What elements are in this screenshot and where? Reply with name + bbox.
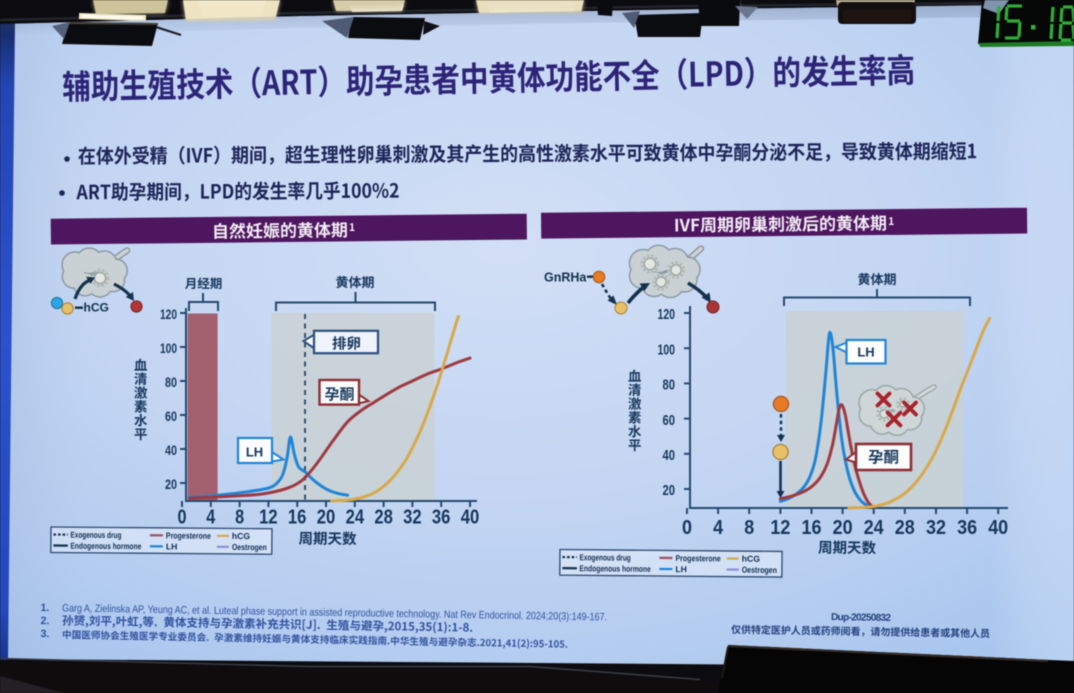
svg-text:1.: 1. <box>40 602 49 614</box>
svg-text:16: 16 <box>288 507 307 529</box>
svg-text:LH: LH <box>857 345 874 360</box>
svg-text:hCG: hCG <box>84 301 109 315</box>
svg-text:40: 40 <box>165 442 177 458</box>
svg-text:32: 32 <box>926 516 946 539</box>
svg-text:16: 16 <box>802 516 822 539</box>
svg-text:20: 20 <box>663 483 676 499</box>
svg-text:32: 32 <box>403 507 422 529</box>
svg-text:12: 12 <box>259 507 278 529</box>
svg-text:80: 80 <box>663 378 676 394</box>
svg-text:24: 24 <box>346 507 365 529</box>
svg-text:36: 36 <box>957 516 977 539</box>
svg-text:24: 24 <box>864 516 885 539</box>
svg-text:Oestrogen: Oestrogen <box>232 542 267 552</box>
svg-text:60: 60 <box>165 408 177 424</box>
svg-text:20: 20 <box>833 516 853 539</box>
svg-text:80: 80 <box>165 374 177 390</box>
svg-text:Endogenous hormone: Endogenous hormone <box>579 563 651 574</box>
svg-text:100: 100 <box>658 342 676 358</box>
svg-text:20: 20 <box>317 507 336 529</box>
svg-text:LH: LH <box>166 541 178 551</box>
svg-text:40: 40 <box>988 516 1008 539</box>
svg-text:60: 60 <box>663 413 676 429</box>
svg-text:40: 40 <box>461 507 480 529</box>
svg-text:LH: LH <box>246 445 263 460</box>
svg-text:Exogenous drug: Exogenous drug <box>70 530 121 540</box>
svg-text:8: 8 <box>744 516 754 539</box>
svg-text:hCG: hCG <box>232 531 251 541</box>
svg-text:100: 100 <box>160 340 177 356</box>
svg-text:28: 28 <box>374 507 393 529</box>
svg-text:120: 120 <box>658 307 676 323</box>
svg-text:Dup-20250832: Dup-20250832 <box>831 612 892 624</box>
svg-text:Oestrogen: Oestrogen <box>742 565 777 575</box>
svg-text:3.: 3. <box>40 628 49 640</box>
svg-text:40: 40 <box>663 448 676 464</box>
svg-text:Endogenous hormone: Endogenous hormone <box>70 541 141 552</box>
svg-text:0: 0 <box>682 516 692 539</box>
svg-text:Progesterone: Progesterone <box>166 530 211 540</box>
svg-text:12: 12 <box>770 516 790 539</box>
svg-text:36: 36 <box>432 507 451 529</box>
svg-text:120: 120 <box>160 306 177 322</box>
svg-text:GnRHa: GnRHa <box>544 271 587 285</box>
svg-text:Progesterone: Progesterone <box>675 553 720 563</box>
svg-text:28: 28 <box>895 516 915 539</box>
svg-text:Exogenous drug: Exogenous drug <box>579 552 630 562</box>
svg-text:4: 4 <box>206 507 216 529</box>
svg-text:20: 20 <box>165 476 177 492</box>
svg-text:LH: LH <box>675 564 687 574</box>
svg-text:8: 8 <box>235 507 244 529</box>
svg-text:2.: 2. <box>40 615 49 627</box>
svg-text:0: 0 <box>178 507 187 529</box>
svg-text:hCG: hCG <box>742 554 761 564</box>
svg-text:4: 4 <box>713 516 724 539</box>
